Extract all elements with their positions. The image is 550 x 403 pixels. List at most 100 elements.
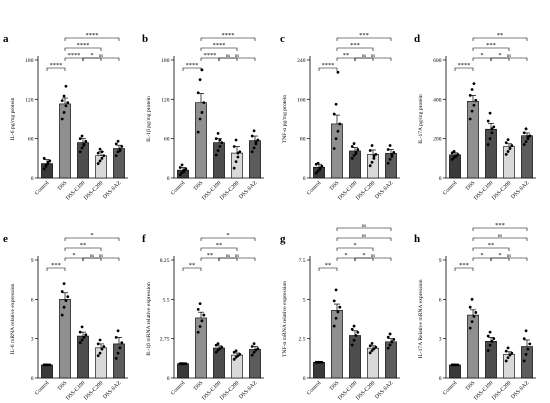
y-tick-label-c-3: 240 bbox=[297, 58, 306, 64]
point-b-4-2 bbox=[254, 142, 258, 146]
point-h-1-5 bbox=[470, 297, 474, 301]
sig-bracket-a-0 bbox=[46, 67, 66, 71]
point-e-4-4 bbox=[114, 335, 118, 339]
sig-bracket-c-5 bbox=[336, 37, 392, 41]
panel-f: f IL-1β mRNA relative expression 0 2.75 5.5 8… bbox=[142, 232, 264, 402]
point-b-1-3 bbox=[202, 101, 206, 105]
point-g-2-3 bbox=[356, 330, 360, 334]
bar-h-1 bbox=[467, 314, 479, 379]
point-g-1-2 bbox=[336, 310, 340, 314]
sig-bracket-f-5 bbox=[200, 237, 256, 241]
point-e-3-4 bbox=[96, 342, 100, 346]
sig-bracket-b-4 bbox=[200, 47, 238, 51]
point-c-1-0 bbox=[332, 147, 336, 150]
y-tick-label-c-0: 0 bbox=[303, 176, 306, 182]
point-d-0-5 bbox=[452, 150, 456, 153]
point-c-4-1 bbox=[388, 157, 392, 161]
point-c-3-1 bbox=[370, 160, 374, 164]
sig-label-a-5: **** bbox=[86, 32, 99, 39]
y-tick-label-f-1: 2.75 bbox=[160, 337, 170, 343]
point-b-4-6 bbox=[254, 140, 258, 144]
point-e-1-5 bbox=[62, 282, 66, 285]
point-b-3-0 bbox=[232, 166, 236, 170]
point-g-1-4 bbox=[332, 299, 336, 303]
point-g-0-5 bbox=[316, 360, 320, 364]
point-a-2-4 bbox=[78, 137, 82, 141]
point-c-2-0 bbox=[350, 156, 354, 160]
sig-label-a-1: **** bbox=[68, 52, 81, 59]
point-c-4-3 bbox=[392, 151, 396, 154]
point-h-3-4 bbox=[504, 349, 508, 353]
point-h-3-2 bbox=[508, 353, 512, 357]
point-h-1-1 bbox=[470, 320, 474, 324]
point-f-4-3 bbox=[256, 347, 260, 351]
point-b-0-6 bbox=[182, 168, 186, 172]
category-label-b-0: Control bbox=[170, 180, 187, 197]
point-b-3-5 bbox=[234, 138, 238, 142]
sig-label-e-3: ns bbox=[99, 254, 104, 259]
sig-label-e-1: * bbox=[72, 252, 75, 259]
point-c-0-5 bbox=[316, 161, 320, 165]
bar-g-2 bbox=[349, 335, 361, 379]
point-e-3-1 bbox=[98, 351, 102, 355]
point-f-3-5 bbox=[234, 349, 238, 353]
point-h-1-3 bbox=[474, 311, 478, 314]
category-label-e-4: DSS-SAZ bbox=[102, 380, 123, 401]
point-d-4-5 bbox=[524, 127, 528, 131]
category-label-b-3: DSS-C200 bbox=[219, 180, 241, 202]
point-c-1-4 bbox=[332, 112, 336, 116]
point-d-2-5 bbox=[488, 111, 492, 115]
sig-label-f-0: ** bbox=[189, 262, 196, 269]
bar-e-1 bbox=[59, 299, 71, 379]
point-c-1-3 bbox=[338, 122, 342, 126]
point-a-4-4 bbox=[114, 142, 118, 146]
point-a-3-4 bbox=[96, 151, 100, 155]
point-h-2-3 bbox=[492, 337, 496, 341]
point-c-3-5 bbox=[370, 144, 374, 147]
sig-label-c-5: *** bbox=[359, 32, 369, 39]
y-tick-label-h-0: 0 bbox=[439, 376, 442, 382]
sig-label-h-5: ns bbox=[498, 234, 503, 239]
point-c-2-6 bbox=[354, 152, 358, 155]
point-g-4-1 bbox=[388, 343, 392, 347]
point-f-3-0 bbox=[232, 358, 236, 361]
sig-label-h-0: *** bbox=[459, 262, 469, 269]
sig-bracket-c-0 bbox=[318, 67, 338, 71]
y-tick-label-h-3: 9 bbox=[439, 258, 442, 264]
point-e-4-5 bbox=[116, 329, 120, 333]
point-g-1-1 bbox=[334, 316, 338, 320]
sig-label-a-0: **** bbox=[50, 62, 63, 69]
point-g-2-1 bbox=[352, 338, 356, 342]
point-d-0-0 bbox=[450, 157, 454, 161]
point-c-4-2 bbox=[390, 154, 394, 158]
point-e-2-4 bbox=[78, 330, 82, 334]
point-c-2-4 bbox=[350, 145, 354, 148]
point-f-4-1 bbox=[252, 350, 256, 354]
point-f-1-3 bbox=[202, 313, 206, 317]
panel-label-c: c bbox=[280, 33, 285, 45]
point-a-3-0 bbox=[96, 162, 100, 165]
sig-label-h-1: * bbox=[480, 252, 483, 259]
y-tick-label-f-2: 5.5 bbox=[163, 297, 170, 303]
y-tick-label-b-0: 0 bbox=[167, 176, 170, 182]
point-a-0-0 bbox=[42, 167, 46, 171]
y-tick-label-d-0: 0 bbox=[439, 176, 442, 182]
point-d-3-3 bbox=[510, 144, 514, 147]
point-a-3-6 bbox=[100, 150, 104, 154]
sig-label-b-4: **** bbox=[213, 42, 226, 49]
panel-h: h IL-17A Relative mRNA expression 0 3 6 9 Cont… bbox=[414, 222, 536, 402]
point-g-2-2 bbox=[354, 334, 358, 337]
sig-label-c-2: ns bbox=[362, 54, 367, 59]
point-a-1-0 bbox=[60, 117, 64, 121]
sig-label-f-5: * bbox=[226, 232, 229, 239]
sig-label-a-2: * bbox=[90, 52, 93, 59]
sig-bracket-d-5 bbox=[472, 37, 528, 41]
y-tick-label-a-1: 60 bbox=[28, 137, 34, 143]
point-c-1-1 bbox=[334, 137, 338, 141]
y-axis-label-a: IL-6 pg/mg protein bbox=[10, 97, 16, 140]
point-d-1-5 bbox=[470, 88, 474, 91]
point-g-4-3 bbox=[392, 338, 396, 341]
point-g-4-4 bbox=[386, 335, 390, 339]
point-h-4-3 bbox=[528, 342, 532, 346]
point-a-1-6 bbox=[64, 84, 68, 88]
